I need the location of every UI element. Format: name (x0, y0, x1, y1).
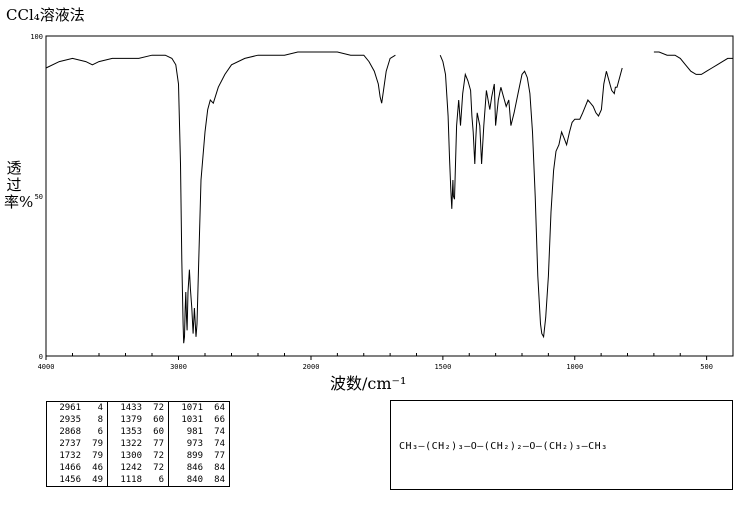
peak-wavenumber: 2737 (59, 439, 81, 449)
y-tick-label: 0 (39, 353, 43, 361)
peak-transmittance: 49 (92, 475, 103, 485)
peak-table: 2961 4 2935 8 2868 6 2737 79 1732 79 1466 46 1456 49 … (46, 401, 230, 487)
peak-wavenumber: 1433 (120, 403, 142, 413)
peak-wavenumber: 2868 (59, 427, 81, 437)
x-tick-label: 1500 (434, 363, 451, 371)
peak-wavenumber: 846 (186, 463, 203, 473)
peak-transmittance: 79 (92, 439, 103, 449)
peak-entry: 973 74 (173, 438, 225, 450)
peak-entry: 1300 72 (112, 450, 164, 462)
peak-transmittance: 46 (92, 463, 103, 473)
peak-transmittance: 60 (153, 427, 164, 437)
plot-frame (45, 35, 734, 357)
x-axis-label: 波数/cm⁻¹ (330, 374, 407, 393)
peak-wavenumber: 1456 (59, 475, 81, 485)
peak-entry: 2737 79 (51, 438, 103, 450)
spectrum-series-line (439, 55, 623, 339)
peak-wavenumber: 1118 (120, 475, 142, 485)
peak-wavenumber: 973 (186, 439, 203, 449)
peak-transmittance: 72 (153, 463, 164, 473)
peak-transmittance: 8 (97, 415, 103, 425)
x-tick-label: 500 (700, 363, 713, 371)
peak-wavenumber: 1242 (120, 463, 142, 473)
peak-wavenumber: 2935 (59, 415, 81, 425)
peak-wavenumber: 840 (186, 475, 203, 485)
peak-entry: 1353 60 (112, 426, 164, 438)
peak-transmittance: 72 (153, 451, 164, 461)
y-tick-label: 100 (30, 33, 43, 41)
peak-entry: 840 84 (173, 474, 225, 486)
peak-entry: 1031 66 (173, 414, 225, 426)
peak-transmittance: 77 (214, 451, 225, 461)
peak-entry: 1732 79 (51, 450, 103, 462)
peak-transmittance: 74 (214, 439, 225, 449)
peak-wavenumber: 1732 (59, 451, 81, 461)
spectrum-series-line (653, 51, 733, 75)
peak-transmittance: 4 (97, 403, 103, 413)
peak-entry: 1071 64 (173, 402, 225, 414)
structure-box: CH₃—(CH₂)₃—O—(CH₂)₂—O—(CH₂)₃—CH₃ (390, 400, 733, 490)
peak-entry: 1242 72 (112, 462, 164, 474)
peak-wavenumber: 899 (186, 451, 203, 461)
chart-title: CCl₄溶液法 (6, 6, 85, 24)
peak-column-3: 1071 64 1031 66 981 74 973 74 899 77 846 84 840 84 (169, 402, 230, 487)
spectrum-series-line (45, 51, 396, 344)
peak-entry: 1118 6 (112, 474, 164, 486)
structural-formula: CH₃—(CH₂)₃—O—(CH₂)₂—O—(CH₂)₃—CH₃ (399, 441, 608, 452)
peak-column-1: 2961 4 2935 8 2868 6 2737 79 1732 79 1466 46 1456 49 (46, 401, 108, 487)
peak-entry: 1456 49 (51, 474, 103, 486)
peak-wavenumber: 1322 (120, 439, 142, 449)
peak-transmittance: 84 (214, 475, 225, 485)
peak-transmittance: 74 (214, 427, 225, 437)
peak-transmittance: 64 (214, 403, 225, 413)
peak-entry: 2935 8 (51, 414, 103, 426)
peak-wavenumber: 1071 (181, 403, 203, 413)
peak-wavenumber: 1300 (120, 451, 142, 461)
peak-transmittance: 60 (153, 415, 164, 425)
peak-transmittance: 77 (153, 439, 164, 449)
peak-wavenumber: 1379 (120, 415, 142, 425)
peak-wavenumber: 2961 (59, 403, 81, 413)
y-tick-label: 50 (35, 193, 43, 201)
x-tick-label: 4000 (38, 363, 55, 371)
x-tick-label: 2000 (303, 363, 320, 371)
spectrum-curves (45, 51, 733, 344)
peak-transmittance: 84 (214, 463, 225, 473)
peak-entry: 846 84 (173, 462, 225, 474)
peak-entry: 2868 6 (51, 426, 103, 438)
peak-wavenumber: 1031 (181, 415, 203, 425)
x-tick-label: 1000 (566, 363, 583, 371)
peak-entry: 1379 60 (112, 414, 164, 426)
peak-entry: 1466 46 (51, 462, 103, 474)
peak-column-2: 1433 72 1379 60 1353 60 1322 77 1300 72 1242 72 1118… (107, 401, 169, 487)
peak-entry: 899 77 (173, 450, 225, 462)
peak-transmittance: 6 (158, 475, 164, 485)
peak-transmittance: 79 (92, 451, 103, 461)
peak-entry: 981 74 (173, 426, 225, 438)
peak-wavenumber: 981 (186, 427, 203, 437)
peak-wavenumber: 1466 (59, 463, 81, 473)
peak-wavenumber: 1353 (120, 427, 142, 437)
x-tick-label: 3000 (170, 363, 187, 371)
peak-entry: 2961 4 (51, 402, 103, 414)
peak-transmittance: 66 (214, 415, 225, 425)
peak-entry: 1322 77 (112, 438, 164, 450)
peak-transmittance: 72 (153, 403, 164, 413)
peak-entry: 1433 72 (112, 402, 164, 414)
peak-transmittance: 6 (97, 427, 103, 437)
